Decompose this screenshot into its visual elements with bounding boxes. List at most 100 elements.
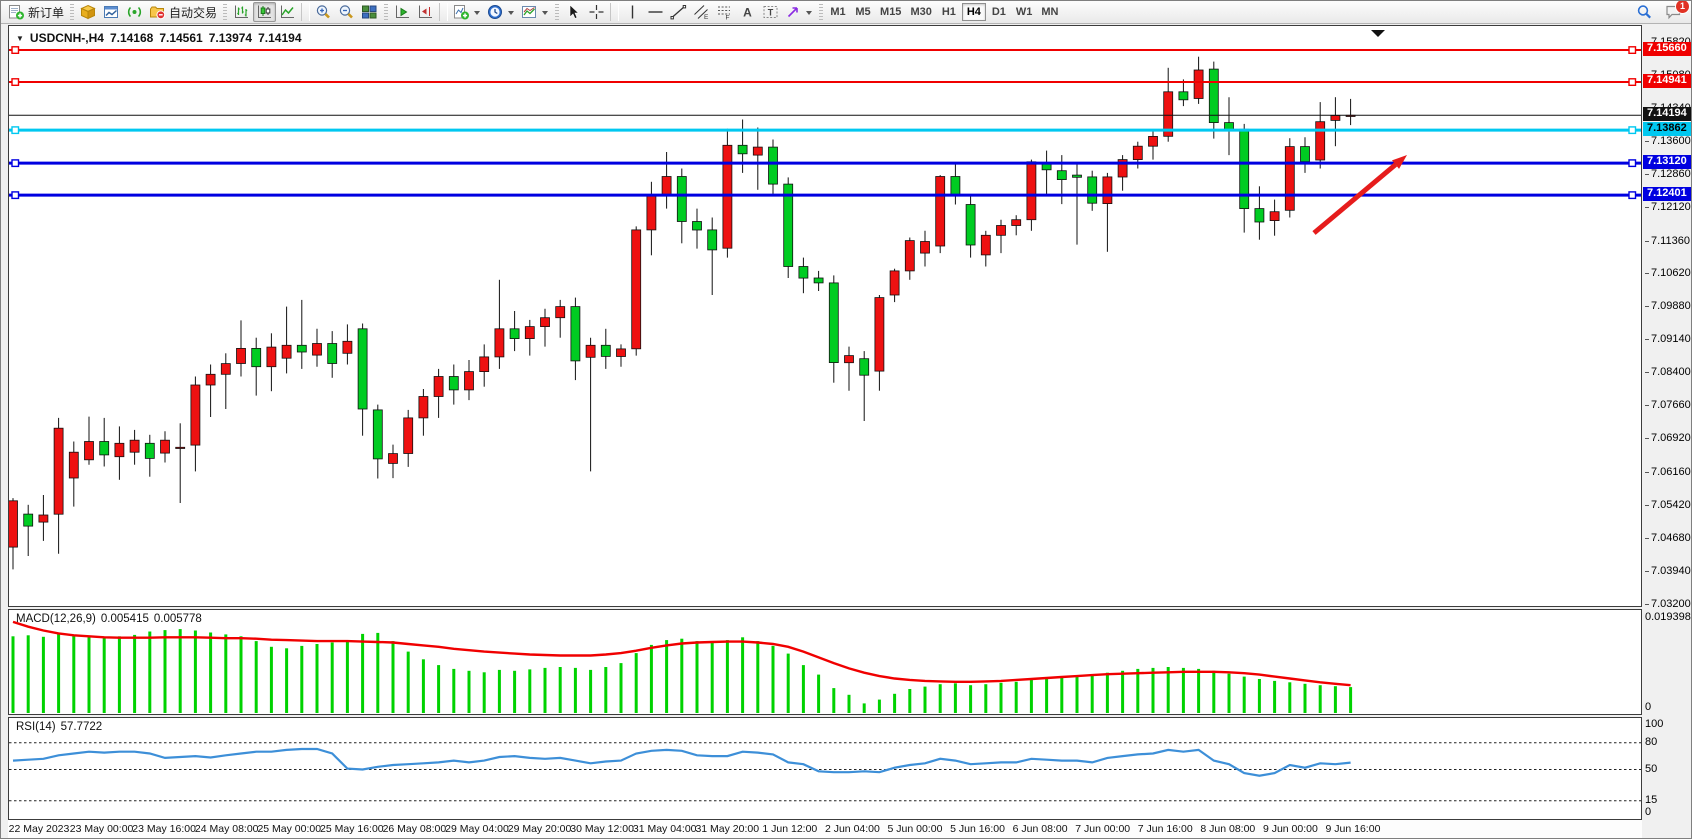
trendline-button[interactable] (667, 2, 690, 22)
macd-bar (801, 665, 805, 713)
market-watch-button[interactable] (77, 2, 100, 22)
periods-button[interactable] (484, 2, 518, 22)
line-handle[interactable] (11, 126, 20, 135)
bar-chart-button[interactable] (230, 2, 253, 22)
timeframe-h4[interactable]: H4 (961, 3, 986, 21)
timeframe-m30[interactable]: M30 (906, 3, 935, 21)
arrows-button[interactable] (782, 2, 816, 22)
candle-up (494, 328, 505, 358)
text-button[interactable]: A (736, 2, 759, 22)
new-order-button[interactable]: 新订单 (5, 2, 67, 22)
templates-button[interactable] (518, 2, 552, 22)
candle-up (388, 453, 398, 464)
timeframe-m1[interactable]: M1 (826, 3, 850, 21)
macd-pane[interactable]: MACD(12,26,9) 0.005415 0.005778 (8, 609, 1642, 715)
macd-bar (984, 684, 988, 713)
timeframe-h1[interactable]: H1 (937, 3, 961, 21)
zoom-out-button[interactable] (335, 2, 358, 22)
candle-up (1193, 69, 1204, 99)
price-chart-pane[interactable]: ▼ USDCNH-,H4 7.14168 7.14561 7.13974 7.1… (8, 25, 1642, 607)
timeframe-m15[interactable]: M15 (876, 3, 905, 21)
date-axis-label: 26 May 08:00 (382, 823, 447, 835)
candle-up (464, 371, 474, 391)
toolbar: 新订单 自动交易 E F A T (1, 1, 1691, 24)
timeframe-w1[interactable]: W1 (1012, 3, 1037, 21)
candlestick-chart-button[interactable] (253, 2, 277, 22)
macd-bar (269, 646, 273, 713)
macd-bar (969, 685, 973, 713)
search-button[interactable] (1633, 2, 1656, 22)
channel-button[interactable]: E (690, 2, 713, 22)
chart-shift-button[interactable] (414, 2, 437, 22)
candle-up (1330, 115, 1341, 121)
bar-chart-icon (233, 4, 250, 20)
candle-up (631, 229, 642, 350)
crosshair-icon (588, 4, 605, 20)
rsi-scale-15: 15 (1645, 794, 1658, 806)
line-handle[interactable] (11, 46, 20, 54)
date-axis-label: 9 Jun 16:00 (1325, 823, 1381, 835)
rsi-pane[interactable]: RSI(14) 57.7722 (8, 717, 1642, 820)
line-handle[interactable] (1628, 191, 1637, 200)
toolbar-separator (610, 3, 620, 21)
macd-bar (87, 637, 91, 713)
candle-up (1102, 176, 1113, 204)
text-label-button[interactable]: T (759, 2, 782, 22)
auto-scroll-button[interactable] (391, 2, 414, 22)
line-chart-icon (279, 4, 296, 20)
date-axis-label: 7 Jun 00:00 (1075, 823, 1131, 835)
line-handle[interactable] (11, 159, 20, 168)
zoom-in-button[interactable] (312, 2, 335, 22)
date-axis-label: 6 Jun 08:00 (1012, 823, 1068, 835)
trend-arrow[interactable] (1312, 162, 1398, 235)
cursor-button[interactable] (562, 2, 585, 22)
date-axis-label: 5 Jun 00:00 (887, 823, 943, 835)
scroll-to-end-marker-icon[interactable] (1371, 30, 1385, 37)
candle-up (1148, 136, 1158, 147)
fibonacci-button[interactable]: F (713, 2, 736, 22)
line-handle[interactable] (1628, 46, 1637, 54)
line-handle[interactable] (1628, 126, 1637, 135)
templates-icon (521, 4, 538, 20)
svg-text:T: T (768, 8, 774, 18)
data-window-button[interactable] (100, 2, 123, 22)
line-handle[interactable] (11, 78, 20, 86)
candle-down (251, 347, 262, 368)
candle-down (768, 146, 778, 185)
tile-windows-button[interactable] (358, 2, 381, 22)
macd-scale-max: 0.019398 (1645, 611, 1691, 623)
timeframe-mn[interactable]: MN (1037, 3, 1062, 21)
collapse-triangle-icon[interactable]: ▼ (16, 33, 24, 43)
timeframe-m5[interactable]: M5 (851, 3, 875, 21)
line-handle[interactable] (1628, 78, 1637, 86)
notifications-button[interactable]: 1 (1662, 1, 1690, 22)
candle-down (707, 229, 718, 251)
macd-bar (224, 634, 228, 713)
signals-icon (126, 4, 143, 20)
tile-windows-icon (361, 4, 378, 20)
line-handle[interactable] (11, 191, 20, 200)
candle-up (1315, 121, 1326, 161)
signals-button[interactable] (123, 2, 146, 22)
candle-up (175, 446, 186, 449)
toolbar-grip (70, 4, 75, 20)
date-axis-label: 29 May 04:00 (445, 823, 509, 835)
indicators-button[interactable] (450, 2, 484, 22)
zoom-out-icon (338, 4, 355, 20)
candle-down (1178, 91, 1189, 101)
auto-trading-button[interactable]: 自动交易 (146, 2, 220, 22)
line-chart-button[interactable] (276, 2, 299, 22)
macd-bar (300, 645, 304, 713)
macd-bar (756, 641, 760, 713)
crosshair-button[interactable] (585, 2, 608, 22)
candle-down (1087, 176, 1098, 204)
timeframe-d1[interactable]: D1 (987, 3, 1011, 21)
price-axis-tick: 7.03200 (1645, 598, 1691, 610)
macd-bar (680, 638, 684, 713)
horizontal-line-button[interactable] (644, 2, 667, 22)
date-axis[interactable]: 22 May 2023 23 May 00:00 23 May 16:00 24 Ma… (8, 820, 1642, 838)
macd-bar (133, 634, 137, 713)
line-handle[interactable] (1628, 159, 1637, 168)
vertical-line-button[interactable] (621, 2, 644, 22)
dropdown-caret-icon (542, 10, 549, 18)
